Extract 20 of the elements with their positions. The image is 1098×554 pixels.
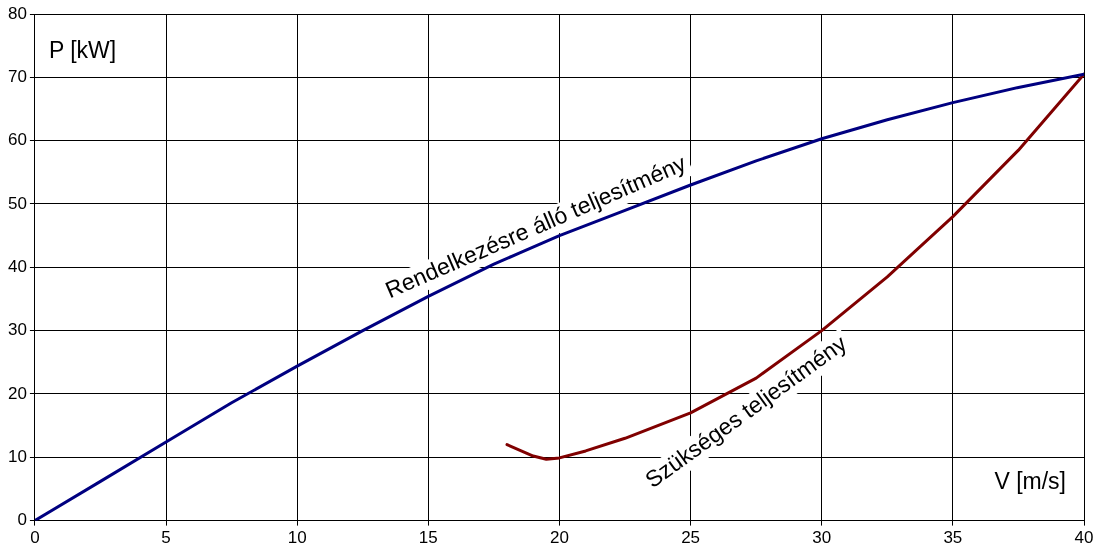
x-tick-label: 15 (418, 528, 438, 548)
y-tick-label: 40 (7, 256, 27, 276)
x-tick-label: 30 (812, 528, 832, 548)
x-tick-label: 40 (1074, 528, 1094, 548)
x-tick-label: 0 (30, 528, 40, 548)
y-tick-label: 30 (7, 320, 27, 340)
x-axis-title: V [m/s] (994, 467, 1066, 494)
x-tick-label: 5 (161, 528, 171, 548)
x-tick-label: 25 (681, 528, 701, 548)
x-tick-label: 10 (287, 528, 307, 548)
y-tick-label: 10 (7, 446, 27, 466)
y-tick-label: 50 (7, 193, 27, 213)
y-tick-label: 70 (7, 67, 27, 87)
y-tick-label: 80 (7, 3, 27, 23)
x-tick-label: 20 (549, 528, 569, 548)
y-tick-label: 20 (7, 383, 27, 403)
y-tick-label: 60 (7, 130, 27, 150)
y-tick-label: 0 (17, 510, 27, 530)
y-axis-title: P [kW] (48, 37, 117, 64)
x-tick-label: 35 (943, 528, 963, 548)
